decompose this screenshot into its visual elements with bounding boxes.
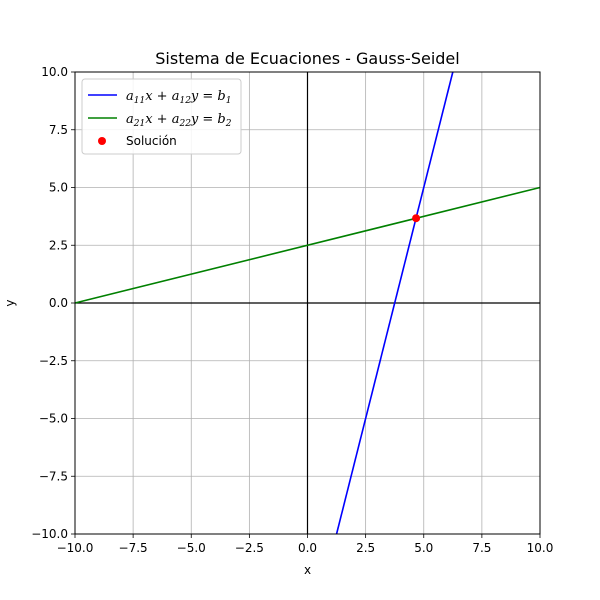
x-tick-label-3: −2.5 [235,541,264,555]
y-tick-label-3: −2.5 [39,354,68,368]
x-tick-label-7: 7.5 [472,541,491,555]
legend: a11x + a12y = b1 a21x + a22y = b2 Solución [81,78,242,155]
x-tick-label-6: 5.0 [414,541,433,555]
series-layer [74,71,541,535]
legend-label-solution: Solución [126,134,177,148]
x-axis-label: x [304,563,311,577]
y-tick-label-4: 0.0 [49,296,68,310]
series-line-1 [335,71,454,535]
y-tick-label-2: −5.0 [39,412,68,426]
y-tick-label-5: 2.5 [49,238,68,252]
x-tick-label-1: −7.5 [119,541,148,555]
legend-label-2: a21x + a22y = b2 [126,112,232,129]
y-tick-label-6: 5.0 [49,181,68,195]
y-tick-label-1: −7.5 [39,469,68,483]
x-tick-label-2: −5.0 [177,541,206,555]
series-line-2 [74,186,541,304]
x-tick-label-0: −10.0 [57,541,94,555]
y-tick-label-8: 10.0 [41,65,68,79]
legend-marker-solution [98,137,106,145]
y-axis-label: y [3,299,17,306]
x-tick-label-8: 10.0 [527,541,554,555]
zero-axes [75,72,540,534]
solution-point [412,214,421,223]
y-tick-label-7: 7.5 [49,123,68,137]
chart-title: Sistema de Ecuaciones - Gauss-Seidel [155,49,459,68]
y-tick-label-0: −10.0 [31,527,68,541]
x-tick-label-4: 0.0 [298,541,317,555]
legend-label-1: a11x + a12y = b1 [126,89,231,106]
x-tick-label-5: 2.5 [356,541,375,555]
ticks: −10.0 −7.5 −5.0 −2.5 0.0 2.5 5.0 7.5 10.0 −10.0 −7… [31,65,553,555]
legend-box [81,78,242,155]
